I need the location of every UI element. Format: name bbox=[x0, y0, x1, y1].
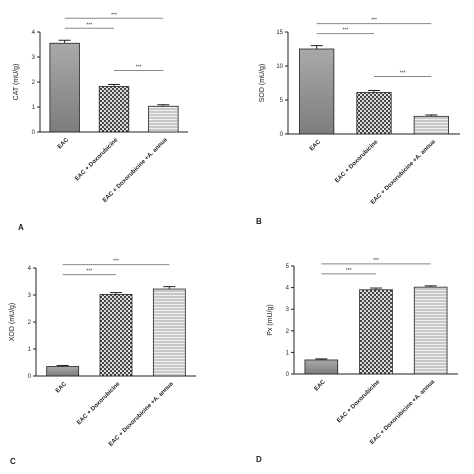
y-axis-label: CAT (mU/g) bbox=[13, 64, 20, 101]
significance-label: *** bbox=[373, 258, 379, 264]
bar-eac-doxorubicine-annua bbox=[413, 115, 449, 135]
y-tick-label: 15 bbox=[276, 30, 283, 36]
significance-label: *** bbox=[86, 22, 92, 28]
y-tick-label: 0 bbox=[286, 372, 290, 378]
category-label: EAC bbox=[55, 381, 69, 395]
y-tick-label: 3 bbox=[286, 307, 290, 313]
y-tick-label: 1 bbox=[32, 105, 36, 111]
bar-eac-doxorubicine bbox=[99, 294, 133, 377]
category-label: EAC + Doxorubicine +A. annua bbox=[369, 379, 436, 446]
panel-c: XOD (mU/g) 0 1 2 3 4 EAC EAC + DoxorubicineEAC… bbox=[9, 259, 196, 448]
bar-eac-doxorubicine-annua bbox=[148, 105, 179, 133]
category-label: EAC + Doxorubicine bbox=[334, 139, 380, 185]
bar-eac bbox=[46, 366, 80, 377]
bar-eac bbox=[299, 48, 335, 135]
y-tick-label: 4 bbox=[286, 286, 290, 292]
y-axis-label: Px (mU/g) bbox=[267, 304, 274, 336]
significance-label: *** bbox=[111, 12, 117, 18]
bar-eac bbox=[304, 359, 339, 375]
bar-eac-doxorubicine bbox=[98, 86, 130, 133]
significance-label: *** bbox=[86, 269, 92, 275]
significance-label: *** bbox=[346, 268, 352, 274]
y-tick-label: 0 bbox=[280, 132, 284, 138]
category-label: EAC bbox=[57, 137, 71, 151]
category-label: EAC + Doxorubicine bbox=[336, 379, 382, 425]
category-label: EAC + Doxorubicine +A. annua bbox=[370, 139, 437, 206]
y-tick-label: 1 bbox=[286, 350, 290, 356]
category-label: EAC bbox=[309, 139, 323, 153]
y-tick-label: 5 bbox=[286, 264, 290, 270]
panel-letter-c: C bbox=[10, 457, 16, 466]
y-tick-label: 3 bbox=[28, 293, 32, 299]
panel-b: SOD (mU/g) 0 5 10 15 EAC EAC + DoxorubicineEA… bbox=[259, 18, 460, 206]
y-tick-label: 2 bbox=[32, 80, 36, 86]
bar-eac-doxorubicine-annua bbox=[152, 288, 186, 377]
y-tick-label: 3 bbox=[32, 55, 36, 61]
category-label: EAC + Doxorubicine bbox=[74, 137, 120, 183]
y-axis-label: XOD (mU/g) bbox=[9, 303, 16, 342]
significance-label: *** bbox=[371, 18, 377, 24]
bar-eac-doxorubicine bbox=[359, 289, 393, 375]
y-tick-label: 5 bbox=[280, 98, 284, 104]
y-tick-label: 0 bbox=[32, 130, 36, 136]
category-label: EAC + Doxorubicine bbox=[76, 381, 122, 427]
y-tick-label: 2 bbox=[28, 320, 32, 326]
y-tick-label: 4 bbox=[32, 30, 36, 36]
y-tick-label: 0 bbox=[28, 374, 32, 380]
y-axis-label: SOD (mU/g) bbox=[259, 64, 266, 103]
bar-eac bbox=[49, 42, 80, 133]
y-tick-label: 4 bbox=[28, 266, 32, 272]
panel-letter-a: A bbox=[18, 223, 24, 232]
significance-label: *** bbox=[113, 259, 119, 265]
panel-letter-b: B bbox=[256, 217, 262, 226]
y-tick-label: 2 bbox=[286, 329, 290, 335]
bar-eac-doxorubicine bbox=[356, 92, 392, 135]
panel-letter-d: D bbox=[256, 455, 262, 464]
category-label: EAC bbox=[314, 379, 328, 393]
significance-label: *** bbox=[342, 28, 348, 34]
panel-d: Px (mU/g) 0 1 2 3 4 5 EAC EAC + DoxorubicineEAC… bbox=[267, 258, 458, 446]
significance-label: *** bbox=[400, 70, 406, 76]
category-label: EAC + Doxorubicine +A. annua bbox=[108, 381, 175, 448]
significance-label: *** bbox=[136, 65, 142, 71]
y-tick-label: 10 bbox=[276, 64, 283, 70]
y-tick-label: 1 bbox=[28, 347, 32, 353]
bar-eac-doxorubicine-annua bbox=[413, 286, 448, 375]
